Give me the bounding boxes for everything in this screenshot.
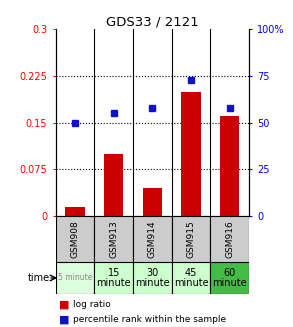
Text: 30
minute: 30 minute — [135, 267, 170, 288]
Bar — [133, 262, 172, 294]
Title: GDS33 / 2121: GDS33 / 2121 — [106, 15, 199, 28]
Bar — [104, 154, 123, 216]
Bar — [56, 216, 94, 262]
Bar — [56, 262, 94, 294]
Bar — [172, 216, 210, 262]
Bar — [172, 262, 210, 294]
Text: 60
minute: 60 minute — [212, 267, 247, 288]
Bar — [133, 216, 172, 262]
Bar — [220, 116, 239, 216]
Text: GSM913: GSM913 — [109, 220, 118, 258]
Text: percentile rank within the sample: percentile rank within the sample — [73, 315, 226, 324]
Text: ■: ■ — [59, 314, 69, 324]
Text: GSM908: GSM908 — [71, 220, 79, 258]
Text: ■: ■ — [59, 300, 69, 310]
Text: 45
minute: 45 minute — [174, 267, 208, 288]
Bar — [143, 188, 162, 216]
Text: GSM915: GSM915 — [187, 220, 195, 258]
Bar — [94, 262, 133, 294]
Bar — [181, 92, 201, 216]
Text: 15
minute: 15 minute — [96, 267, 131, 288]
Text: GSM916: GSM916 — [225, 220, 234, 258]
Text: log ratio: log ratio — [73, 300, 111, 309]
Bar — [210, 262, 249, 294]
Text: 5 minute: 5 minute — [58, 273, 92, 283]
Bar — [94, 216, 133, 262]
Text: time: time — [28, 273, 50, 283]
Text: GSM914: GSM914 — [148, 220, 157, 258]
Bar — [210, 216, 249, 262]
Bar — [65, 207, 85, 216]
